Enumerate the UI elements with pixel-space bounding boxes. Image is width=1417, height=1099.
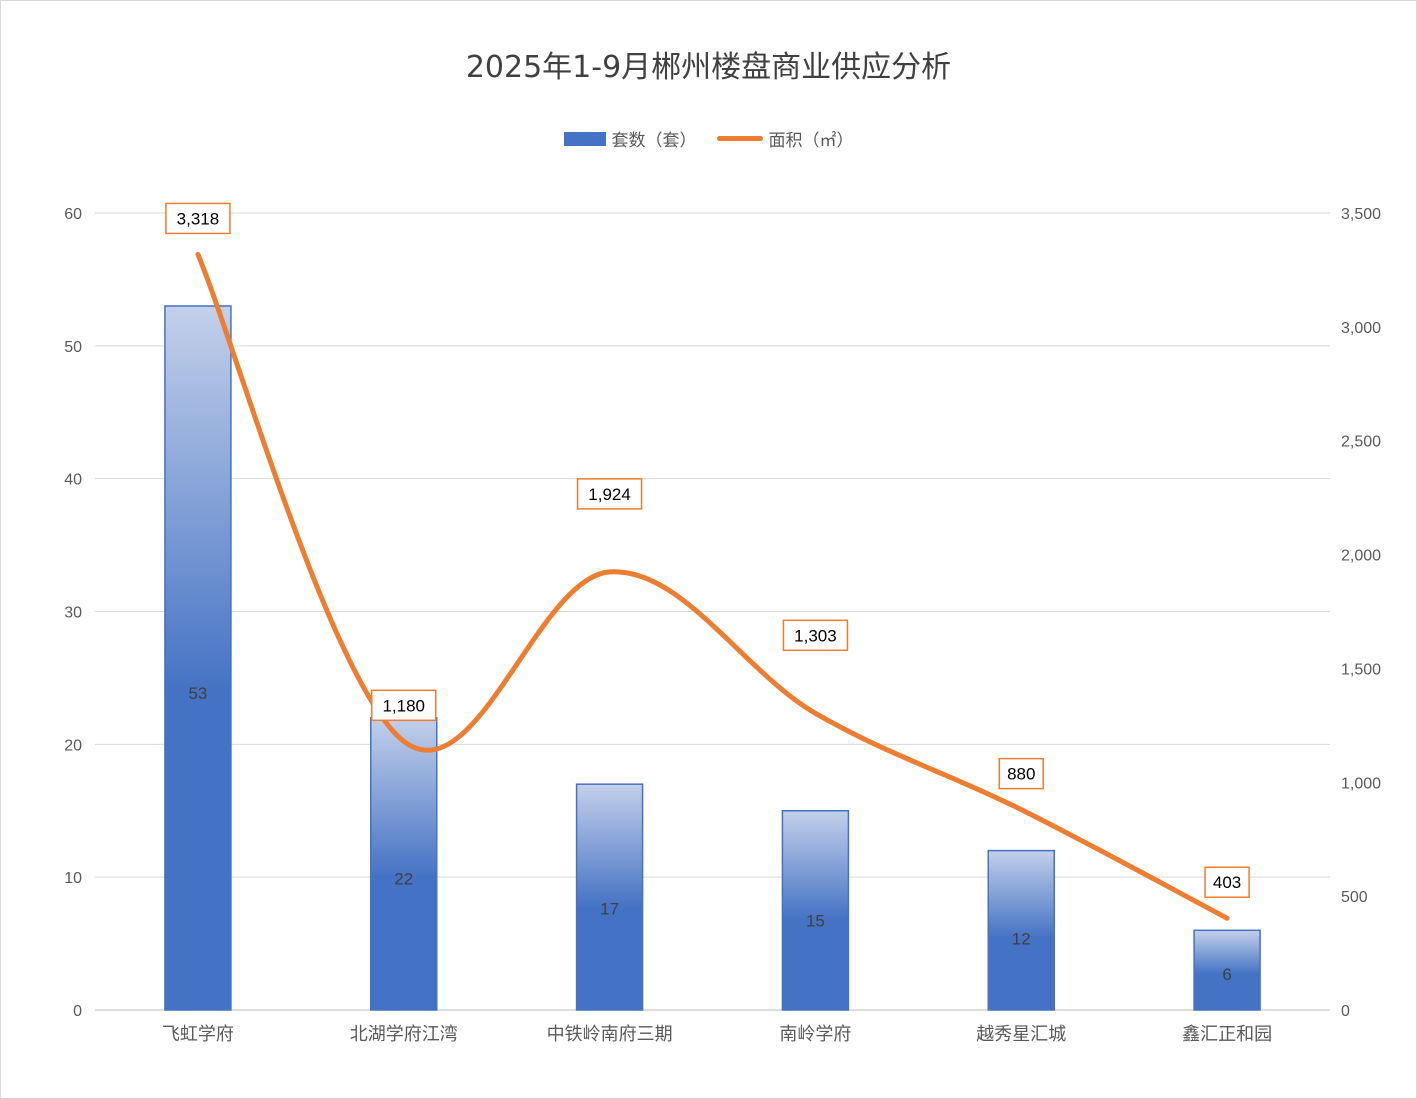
gridlines xyxy=(95,212,1330,1011)
line-label-box xyxy=(782,619,849,652)
left-tick-label: 20 xyxy=(64,737,82,754)
bar-value-label: 22 xyxy=(394,869,413,888)
right-tick-label: 3,500 xyxy=(1341,206,1381,223)
right-tick-label: 1,500 xyxy=(1341,661,1381,678)
bar-value-label: 15 xyxy=(806,911,825,930)
line-label-text: 1,303 xyxy=(794,626,837,645)
bar-series xyxy=(164,305,1261,1011)
area-line xyxy=(195,251,1230,921)
line-series xyxy=(195,251,1230,921)
bar-value-label: 17 xyxy=(600,899,619,918)
left-tick-label: 30 xyxy=(64,605,82,622)
line-value-label: 880 xyxy=(998,757,1044,790)
line-label-text: 880 xyxy=(1007,765,1035,784)
left-tick-label: 10 xyxy=(64,870,82,887)
bar xyxy=(370,717,438,1011)
left-axis: 0 10 20 30 40 50 60 xyxy=(64,206,82,1020)
legend-bar-swatch xyxy=(563,131,606,146)
line-label-text: 403 xyxy=(1213,873,1241,892)
bar xyxy=(781,810,850,1011)
category-axis: 飞虹学府 北湖学府江湾 中铁岭南府三期 南岭学府 越秀星汇城 鑫汇正和园 xyxy=(162,1024,1272,1045)
line-value-label: 1,303 xyxy=(782,619,849,652)
line-label-box xyxy=(165,202,231,235)
line-label-text: 1,924 xyxy=(588,485,631,504)
category-label: 鑫汇正和园 xyxy=(1182,1024,1272,1045)
line-label-box xyxy=(576,478,643,510)
right-axis: 0 500 1,000 1,500 2,000 2,500 3,000 3,500 xyxy=(1341,206,1381,1020)
legend-item-bars: 套数（套） xyxy=(563,126,697,151)
line-label-text: 1,180 xyxy=(382,696,425,715)
right-tick-label: 3,000 xyxy=(1341,320,1381,337)
right-tick-label: 1,000 xyxy=(1341,775,1381,792)
line-label-box xyxy=(998,757,1044,790)
right-tick-label: 500 xyxy=(1341,889,1368,906)
line-label-box xyxy=(371,689,437,722)
line-label-box xyxy=(1204,866,1250,898)
chart-title: 2025年1-9月郴州楼盘商业供应分析 xyxy=(465,50,952,85)
legend-item-line: 面积（㎡） xyxy=(716,126,854,151)
left-tick-label: 40 xyxy=(64,472,82,489)
legend-line-swatch xyxy=(716,136,763,141)
bar xyxy=(1193,929,1261,1011)
left-tick-label: 60 xyxy=(64,206,82,223)
line-value-label: 403 xyxy=(1204,866,1250,898)
legend-bar-label: 套数（套） xyxy=(611,131,697,151)
category-label: 飞虹学府 xyxy=(162,1024,234,1045)
line-value-label: 1,924 xyxy=(576,478,643,510)
data-labels: 53 22 17 15 12 6 3,318 1,180 1,924 1,303 880 403 xyxy=(165,202,1250,984)
category-label: 南岭学府 xyxy=(779,1024,851,1045)
category-label: 越秀星汇城 xyxy=(976,1024,1066,1045)
bar xyxy=(575,783,644,1011)
bar xyxy=(164,305,232,1011)
legend: 套数（套） 面积（㎡） xyxy=(0,126,1417,151)
bar-value-label: 12 xyxy=(1012,929,1031,948)
bar-value-label: 53 xyxy=(188,684,207,703)
right-tick-label: 0 xyxy=(1341,1003,1350,1020)
line-label-text: 3,318 xyxy=(177,209,220,228)
left-tick-label: 0 xyxy=(73,1003,82,1020)
right-tick-label: 2,000 xyxy=(1341,548,1381,565)
category-label: 北湖学府江湾 xyxy=(350,1024,458,1045)
bar xyxy=(987,849,1055,1011)
category-label: 中铁岭南府三期 xyxy=(547,1024,673,1045)
line-value-label: 3,318 xyxy=(165,202,231,235)
right-tick-label: 2,500 xyxy=(1341,434,1381,451)
bar-value-label: 6 xyxy=(1222,965,1231,984)
line-value-label: 1,180 xyxy=(371,689,437,722)
left-tick-label: 50 xyxy=(64,339,82,356)
legend-line-label: 面积（㎡） xyxy=(768,131,854,151)
